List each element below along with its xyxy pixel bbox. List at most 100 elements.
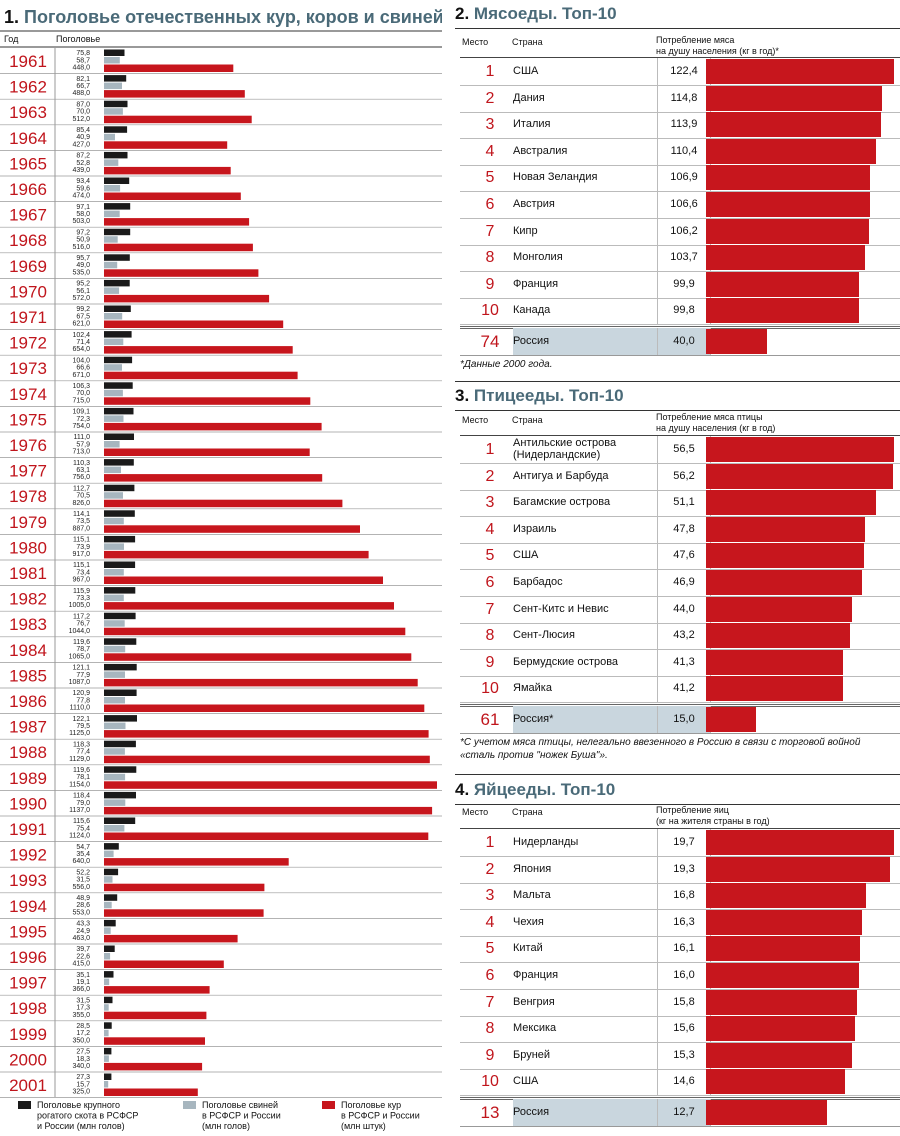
legend-cattle-swatch [18, 1101, 31, 1109]
eggs-row: 5 Китай 16,1 [460, 935, 900, 964]
country-name: Япония [513, 862, 552, 875]
pigs-value-label: 52,8 [76, 160, 90, 167]
cattle-value-label: 35,1 [76, 972, 90, 979]
eggs-russia-separator [460, 1097, 900, 1100]
rank-number: 1 [485, 63, 495, 80]
pigs-bar [104, 697, 125, 704]
chickens-value-label: 1087,0 [69, 679, 91, 686]
consumption-value: 40,0 [657, 328, 711, 355]
rank-number: 3 [485, 116, 495, 134]
chickens-bar [104, 448, 310, 456]
rank-number: 74 [480, 332, 500, 351]
cattle-bar [104, 433, 134, 440]
cattle-bar [104, 228, 131, 236]
bar-track [706, 329, 767, 354]
country-name: Мальта [513, 889, 551, 902]
year-label: 1971 [9, 308, 47, 327]
poultry-col-value-line2: на душу населения (кг в год) [656, 423, 776, 433]
cattle-value-label: 119,6 [73, 639, 90, 646]
meat-row: 2 Дания 114,8 [460, 84, 900, 113]
pigs-bar [104, 927, 111, 934]
year-label: 1991 [9, 820, 47, 839]
consumption-value: 51,1 [657, 489, 711, 517]
cattle-value-label: 104,0 [72, 357, 90, 364]
bar-track [706, 59, 894, 84]
pigs-bar [104, 82, 122, 90]
pigs-value-label: 76,7 [76, 621, 90, 628]
consumption-value: 16,0 [657, 962, 711, 989]
bar-track [706, 85, 882, 111]
pigs-value-label: 19,1 [76, 979, 90, 986]
country-name: Бермудские острова [513, 655, 619, 668]
consumption-value: 43,2 [657, 622, 711, 650]
rank-number: 3 [485, 494, 495, 512]
country-name: Багамские острова [513, 496, 611, 509]
meat-col-country: Страна [512, 37, 543, 47]
pigs-value-label: 67,5 [76, 313, 90, 320]
poultry-row: 1 Антильские острова (Нидерландские) 56,5 [460, 436, 900, 464]
consumption-bar [706, 165, 870, 191]
cattle-bar [104, 587, 136, 594]
chickens-bar [104, 1088, 198, 1096]
pigs-value-label: 35,4 [76, 851, 90, 858]
cattle-bar [104, 1073, 112, 1080]
rank-number: 9 [485, 1046, 495, 1064]
eggs-title: 4. Яйцееды. Топ-10 [455, 776, 615, 804]
pigs-value-label: 63,1 [76, 467, 90, 474]
pigs-bar [104, 620, 125, 627]
bar-track [706, 516, 865, 542]
year-label: 1969 [9, 257, 47, 276]
chickens-bar [104, 371, 298, 380]
pigs-value-label: 72,3 [76, 416, 90, 423]
meat-row: 9 Франция 99,9 [460, 270, 900, 299]
pigs-value-label: 78,7 [76, 646, 90, 653]
cattle-bar [104, 843, 119, 850]
bar-track [706, 1042, 852, 1068]
pigs-bar [104, 261, 118, 269]
chickens-bar [104, 320, 284, 328]
cattle-bar [104, 817, 136, 824]
pigs-value-label: 58,0 [76, 211, 90, 218]
consumption-value: 56,5 [657, 436, 711, 463]
cattle-bar [104, 459, 134, 466]
pigs-value-label: 79,0 [76, 800, 90, 807]
chickens-bar [104, 858, 289, 866]
consumption-bar [706, 963, 859, 988]
year-label: 2000 [9, 1050, 47, 1069]
pigs-value-label: 58,7 [76, 57, 90, 64]
cattle-bar [104, 894, 118, 901]
pigs-bar [104, 210, 120, 218]
legend-chickens-label: Поголовье кур [341, 1100, 401, 1110]
chickens-value-label: 1129,0 [69, 756, 90, 763]
chickens-value-label: 1125,0 [69, 730, 90, 737]
consumption-bar [706, 245, 865, 271]
eggs-row: 6 Франция 16,0 [460, 962, 900, 990]
rank-number: 2 [485, 467, 495, 485]
poultry-top10-panel: 3. Птицееды. Топ-10 Место Страна Потребл… [455, 381, 900, 772]
pigs-bar [104, 57, 120, 64]
rank-number: 8 [485, 1020, 495, 1038]
chickens-bar [104, 243, 253, 252]
meat-row: 10 Канада 99,8 [460, 297, 900, 326]
eggs-row: 4 Чехия 16,3 [460, 908, 900, 937]
eggs-row: 2 Япония 19,3 [460, 855, 900, 884]
legend-cattle-label: и России (млн голов) [37, 1121, 125, 1131]
consumption-value: 15,3 [657, 1041, 711, 1069]
consumption-bar [706, 830, 894, 855]
consumption-value: 41,2 [657, 675, 711, 703]
country-name: Мексика [513, 1022, 557, 1035]
pigs-value-label: 73,9 [76, 544, 90, 551]
pigs-value-label: 73,5 [76, 518, 90, 525]
cattle-value-label: 110,3 [73, 460, 90, 467]
pigs-bar [104, 133, 115, 141]
year-label: 1970 [9, 282, 47, 301]
rank-number: 8 [485, 627, 495, 645]
year-label: 1964 [9, 129, 47, 148]
consumption-bar [706, 623, 850, 649]
consumption-bar [706, 676, 843, 702]
consumption-value: 103,7 [657, 244, 711, 272]
chickens-value-label: 713,0 [72, 449, 90, 456]
consumption-value: 44,0 [657, 595, 711, 623]
consumption-value: 19,3 [657, 855, 711, 883]
country-name: Кипр [513, 224, 538, 237]
